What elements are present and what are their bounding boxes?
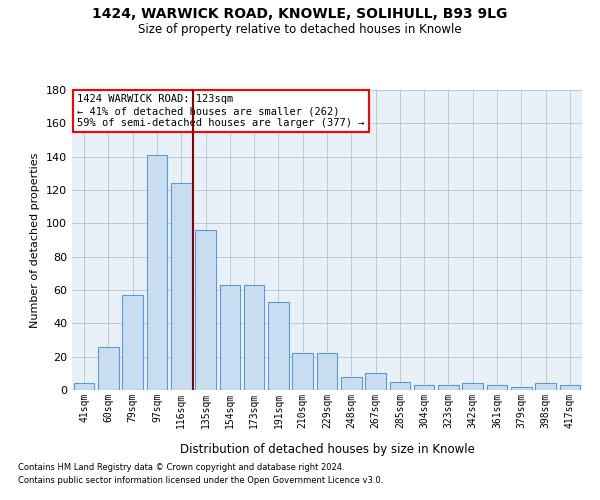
Y-axis label: Number of detached properties: Number of detached properties bbox=[31, 152, 40, 328]
Bar bbox=[414, 385, 434, 390]
Bar bbox=[292, 354, 313, 390]
Bar bbox=[268, 302, 289, 390]
Text: 1424 WARWICK ROAD: 123sqm
← 41% of detached houses are smaller (262)
59% of semi: 1424 WARWICK ROAD: 123sqm ← 41% of detac… bbox=[77, 94, 365, 128]
Bar bbox=[74, 384, 94, 390]
Bar bbox=[365, 374, 386, 390]
Bar bbox=[341, 376, 362, 390]
Bar bbox=[438, 385, 459, 390]
Bar bbox=[171, 184, 191, 390]
Text: Distribution of detached houses by size in Knowle: Distribution of detached houses by size … bbox=[179, 442, 475, 456]
Bar bbox=[98, 346, 119, 390]
Bar bbox=[244, 285, 265, 390]
Bar bbox=[535, 384, 556, 390]
Bar bbox=[560, 385, 580, 390]
Bar bbox=[317, 354, 337, 390]
Bar bbox=[122, 295, 143, 390]
Bar bbox=[463, 384, 483, 390]
Text: Contains HM Land Registry data © Crown copyright and database right 2024.: Contains HM Land Registry data © Crown c… bbox=[18, 464, 344, 472]
Text: Size of property relative to detached houses in Knowle: Size of property relative to detached ho… bbox=[138, 22, 462, 36]
Bar bbox=[389, 382, 410, 390]
Bar bbox=[195, 230, 216, 390]
Bar bbox=[220, 285, 240, 390]
Text: Contains public sector information licensed under the Open Government Licence v3: Contains public sector information licen… bbox=[18, 476, 383, 485]
Text: 1424, WARWICK ROAD, KNOWLE, SOLIHULL, B93 9LG: 1424, WARWICK ROAD, KNOWLE, SOLIHULL, B9… bbox=[92, 8, 508, 22]
Bar bbox=[511, 386, 532, 390]
Bar bbox=[487, 385, 508, 390]
Bar bbox=[146, 155, 167, 390]
